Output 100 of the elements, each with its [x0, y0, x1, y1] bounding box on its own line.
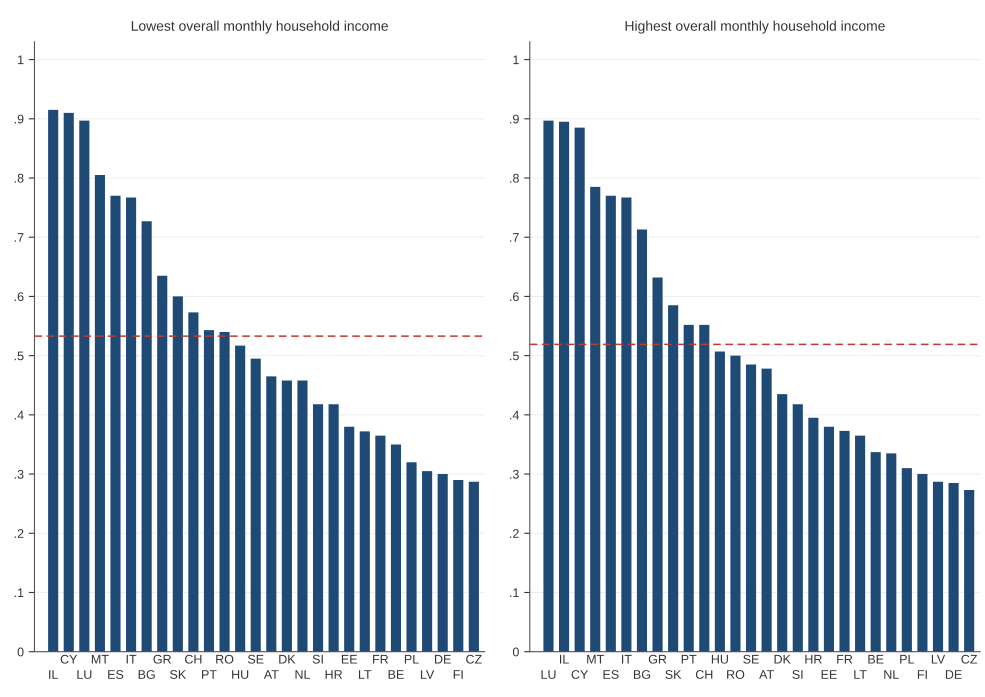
bar	[652, 277, 663, 652]
bar	[312, 404, 324, 652]
chart-title: Lowest overall monthly household income	[132, 20, 388, 34]
y-tick-label: .6	[510, 292, 519, 302]
y-tick-label: .1	[14, 588, 24, 598]
y-tick-label: .9	[14, 114, 24, 124]
x-tick-label: NL	[296, 670, 310, 679]
x-tick-label: SK	[170, 670, 186, 679]
x-tick-label: SE	[743, 654, 759, 664]
x-tick-label: LT	[358, 670, 372, 679]
y-tick-label: .5	[14, 352, 24, 360]
y-tick-label: .5	[510, 352, 519, 360]
bar	[948, 482, 959, 652]
x-tick-label: DE	[946, 670, 962, 679]
x-tick-label: LU	[77, 670, 92, 679]
y-tick-label: .7	[14, 233, 24, 242]
x-tick-label: BE	[868, 654, 884, 664]
bar	[855, 436, 866, 652]
x-tick-label: PL	[404, 654, 419, 664]
x-tick-label: SI	[792, 670, 803, 679]
bar	[172, 296, 183, 652]
bar	[438, 474, 448, 652]
y-tick-label: .4	[14, 410, 24, 420]
x-tick-label: DE	[435, 654, 451, 664]
bar	[777, 394, 788, 652]
x-tick-label: LV	[932, 654, 946, 664]
bar	[219, 332, 230, 652]
chart-title: Highest overall monthly household income	[626, 20, 885, 34]
x-tick-label: GR	[648, 654, 666, 664]
bar	[714, 351, 725, 652]
bar	[110, 196, 121, 652]
x-tick-label: CZ	[466, 654, 482, 664]
x-tick-label: BG	[138, 670, 155, 679]
x-tick-label: SE	[248, 654, 264, 664]
x-tick-label: HU	[232, 670, 248, 679]
y-tick-label: .1	[510, 588, 519, 598]
x-tick-label: IT	[622, 654, 632, 664]
y-tick-label: 1	[513, 56, 519, 64]
x-tick-label: DK	[774, 654, 791, 664]
bar	[328, 404, 339, 652]
bar	[282, 380, 292, 652]
bar	[48, 110, 58, 652]
x-tick-label: ES	[108, 670, 124, 679]
bar	[917, 474, 928, 652]
x-tick-label: CH	[696, 670, 712, 679]
x-tick-label: IT	[126, 654, 136, 664]
bar	[606, 196, 616, 652]
x-tick-label: AT	[264, 670, 279, 679]
bar	[188, 312, 198, 652]
x-tick-label: MT	[587, 654, 604, 664]
x-tick-label: SK	[665, 670, 682, 679]
bar	[746, 364, 756, 652]
x-tick-label: IL	[560, 654, 569, 664]
x-tick-label: CY	[60, 654, 78, 664]
bar	[250, 358, 261, 652]
x-tick-label: DK	[279, 654, 296, 664]
x-tick-label: LT	[854, 670, 867, 679]
bar	[590, 186, 600, 652]
x-tick-label: HR	[326, 670, 342, 679]
y-tick-label: .7	[510, 233, 519, 242]
y-tick-label: .8	[14, 174, 24, 183]
y-tick-label: 0	[18, 647, 24, 656]
x-tick-label: BG	[634, 670, 650, 679]
bar	[406, 462, 417, 652]
bar	[204, 330, 214, 652]
bar	[375, 436, 386, 652]
x-tick-label: MT	[92, 654, 109, 664]
x-tick-label: HR	[805, 654, 822, 664]
x-tick-label: IL	[49, 670, 58, 679]
x-tick-label: NL	[884, 670, 899, 679]
bar	[142, 221, 152, 652]
bar	[824, 426, 834, 652]
y-tick-label: .3	[14, 470, 24, 479]
bar	[932, 482, 944, 652]
y-tick-label: .3	[510, 470, 519, 479]
x-tick-label: PT	[682, 654, 696, 664]
bar	[762, 368, 772, 652]
bar	[730, 356, 741, 652]
bar	[126, 198, 136, 652]
bar	[559, 122, 570, 652]
x-tick-label: AT	[759, 670, 774, 679]
bar	[964, 490, 974, 652]
x-tick-label: FR	[373, 654, 388, 664]
bar	[235, 346, 246, 652]
bar	[636, 230, 648, 652]
x-tick-label: SI	[312, 654, 323, 664]
y-tick-label: .2	[510, 529, 519, 538]
x-tick-label: CH	[185, 654, 202, 664]
bar	[668, 305, 678, 652]
x-tick-label: PL	[900, 654, 914, 664]
bar	[79, 120, 90, 652]
x-tick-label: RO	[727, 670, 744, 679]
bar	[808, 418, 818, 652]
bar	[886, 453, 896, 652]
x-tick-label: BE	[388, 670, 404, 679]
x-tick-label: RO	[216, 654, 234, 664]
x-tick-label: HU	[712, 654, 728, 664]
bar	[839, 430, 850, 652]
bar	[453, 480, 464, 652]
x-tick-label: ES	[603, 670, 619, 679]
